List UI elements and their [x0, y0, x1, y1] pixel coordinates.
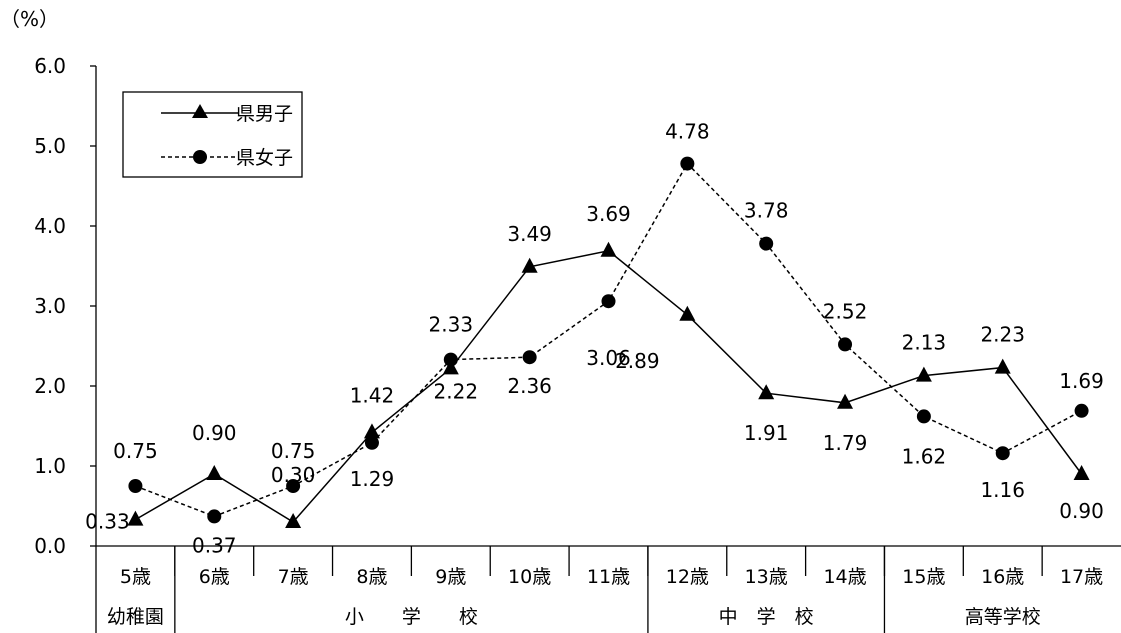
circle-marker — [996, 446, 1010, 460]
group-label: 小 学 校 — [345, 606, 478, 628]
circle-marker — [365, 436, 379, 450]
y-tick-label: 4.0 — [34, 214, 66, 238]
triangle-marker — [127, 511, 143, 526]
x-tick-label: 5歳 — [120, 566, 151, 588]
x-tick-label: 14歳 — [823, 566, 866, 588]
triangle-marker — [679, 306, 695, 321]
circle-marker — [128, 479, 142, 493]
data-label: 2.33 — [429, 313, 474, 337]
circle-marker — [759, 237, 773, 251]
circle-marker — [444, 353, 458, 367]
y-unit-label: （%） — [0, 7, 59, 31]
data-labels: 0.330.900.301.42 2.223.493.692.891.91 1.79… — [85, 120, 1104, 558]
circle-marker — [680, 157, 694, 171]
circle-marker — [602, 294, 616, 308]
circle-marker — [838, 337, 852, 351]
triangle-marker — [601, 242, 617, 257]
x-tick-label: 17歳 — [1060, 566, 1103, 588]
data-label: 0.90 — [192, 421, 237, 445]
data-label: 0.37 — [192, 533, 237, 557]
legend-label-female: 県女子 — [236, 147, 293, 169]
x-tick-label: 6歳 — [199, 566, 230, 588]
x-tick-label: 16歳 — [981, 566, 1024, 588]
y-tick-label: 3.0 — [34, 294, 66, 318]
data-label: 3.69 — [586, 202, 631, 226]
y-tick-label: 5.0 — [34, 134, 66, 158]
x-tick-label: 13歳 — [745, 566, 788, 588]
group-label: 幼稚園 — [107, 606, 164, 628]
data-label: 1.62 — [902, 444, 947, 468]
data-label: 2.23 — [980, 323, 1025, 347]
y-tick-label: 0.0 — [34, 534, 66, 558]
data-label: 0.33 — [85, 510, 130, 534]
circle-marker — [207, 509, 221, 523]
triangle-marker — [916, 367, 932, 382]
data-label: 3.78 — [744, 199, 789, 223]
data-label: 3.06 — [586, 346, 631, 370]
x-tick-label: 8歳 — [356, 566, 387, 588]
x-tick-label: 10歳 — [508, 566, 551, 588]
circle-marker — [523, 350, 537, 364]
data-label: 2.22 — [434, 379, 479, 403]
data-label: 1.42 — [350, 383, 395, 407]
y-tick-label: 6.0 — [34, 54, 66, 78]
y-tick-label: 2.0 — [34, 374, 66, 398]
x-tick-label: 12歳 — [666, 566, 709, 588]
data-label: 1.29 — [350, 467, 395, 491]
x-tick-label: 7歳 — [278, 566, 309, 588]
circle-marker — [1075, 404, 1089, 418]
x-tick-label: 15歳 — [902, 566, 945, 588]
x-tick-label: 9歳 — [435, 566, 466, 588]
circle-marker — [917, 409, 931, 423]
data-label: 2.52 — [823, 299, 868, 323]
legend-label-male: 県男子 — [236, 103, 293, 125]
data-label: 0.30 — [271, 463, 316, 487]
x-tick-label: 11歳 — [587, 566, 630, 588]
data-label: 0.75 — [271, 439, 316, 463]
data-label: 4.78 — [665, 120, 710, 144]
data-label: 1.79 — [823, 431, 868, 455]
triangle-marker — [206, 465, 222, 480]
data-label: 2.13 — [902, 331, 947, 355]
legend-circle-icon — [193, 150, 207, 164]
data-label: 1.91 — [744, 421, 789, 445]
data-label: 2.36 — [507, 374, 552, 398]
triangle-marker — [995, 359, 1011, 374]
data-label: 0.75 — [113, 439, 158, 463]
data-label: 3.49 — [507, 222, 552, 246]
group-label: 中 学 校 — [719, 606, 814, 628]
data-label: 1.69 — [1059, 369, 1104, 393]
triangle-marker — [758, 384, 774, 399]
group-label: 高等学校 — [965, 606, 1041, 628]
data-label: 0.90 — [1059, 499, 1104, 523]
y-tick-label: 1.0 — [34, 454, 66, 478]
data-label: 1.16 — [980, 478, 1025, 502]
legend: 県男子 県女子 — [123, 92, 302, 177]
